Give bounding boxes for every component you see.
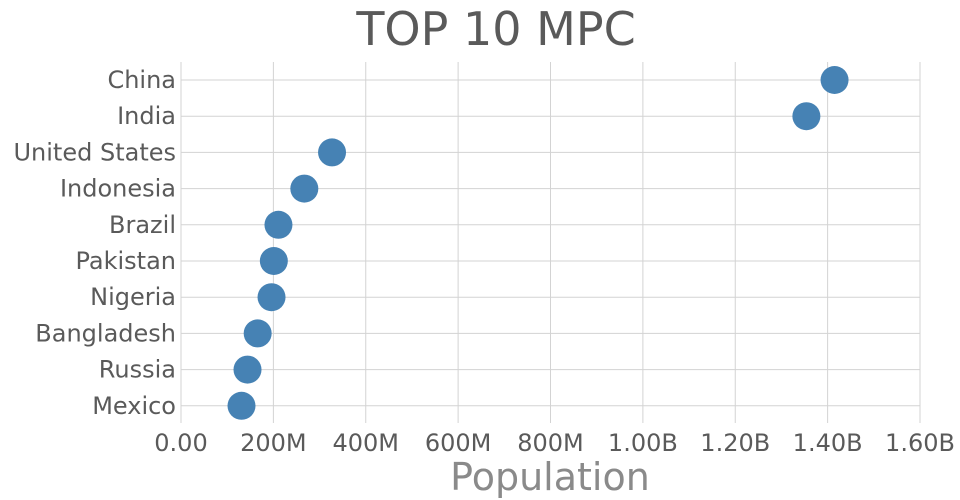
y-tick-label: Nigeria: [90, 283, 176, 311]
y-tick-label: Mexico: [92, 392, 176, 420]
x-tick-label: 0.00: [154, 429, 207, 457]
data-points: [227, 66, 849, 420]
data-point: [318, 138, 347, 167]
data-point: [227, 391, 256, 420]
data-point: [820, 66, 849, 94]
data-point: [257, 283, 286, 312]
data-point: [259, 247, 288, 275]
y-tick-label: United States: [13, 138, 176, 166]
data-point: [264, 210, 293, 239]
x-tick-label: 1.20B: [700, 429, 770, 457]
y-axis-ticks: China India United States Indonesia Brazil Pa…: [13, 66, 176, 420]
x-tick-label: 400M: [332, 429, 399, 457]
data-point: [233, 355, 262, 384]
data-point: [290, 174, 319, 203]
y-tick-label: India: [117, 102, 176, 130]
x-axis-label: Population: [450, 455, 650, 499]
y-tick-label: Bangladesh: [35, 319, 176, 347]
y-tick-label: Russia: [99, 356, 176, 384]
x-tick-label: 200M: [240, 429, 307, 457]
x-tick-label: 600M: [425, 429, 492, 457]
y-tick-label: Pakistan: [76, 247, 177, 275]
y-tick-label: Brazil: [109, 211, 176, 239]
x-tick-label: 1.40B: [793, 429, 863, 457]
y-tick-label: China: [107, 66, 176, 94]
x-tick-label: 1.60B: [885, 429, 955, 457]
data-point: [243, 319, 272, 348]
x-tick-label: 1.00B: [608, 429, 678, 457]
x-axis-ticks: 0.00 200M 400M 600M 800M 1.00B 1.20B 1.40B 1.60B: [154, 429, 955, 457]
y-tick-label: Indonesia: [60, 175, 176, 203]
chart-title: TOP 10 MPC: [355, 2, 635, 56]
x-gridlines: [180, 62, 921, 423]
data-point: [792, 102, 821, 131]
x-tick-label: 800M: [517, 429, 584, 457]
y-gridlines: [181, 79, 920, 407]
